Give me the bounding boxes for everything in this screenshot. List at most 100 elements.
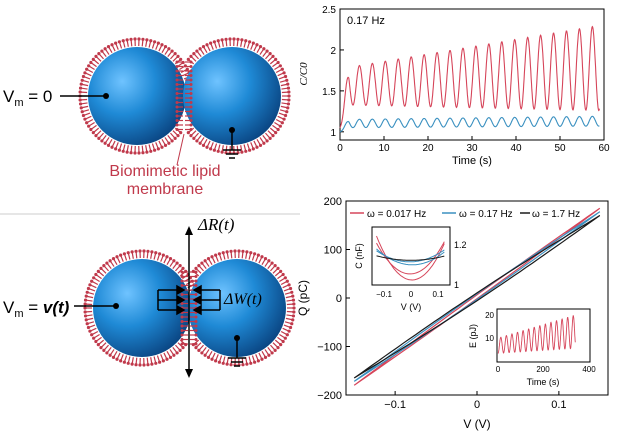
axis-ticks: 0 10 20 30 40 50 60 1 1.5 2 2.5 — [322, 5, 610, 154]
lipid-tail — [86, 314, 93, 317]
y-axis-title: C/C0 — [298, 62, 310, 86]
lipid-head — [172, 353, 176, 357]
lipid-head — [150, 362, 154, 366]
lipid-tail — [166, 351, 171, 357]
lipid-head — [79, 106, 83, 110]
bilayer-head — [189, 87, 193, 91]
lipid-tail — [248, 356, 252, 363]
lipid-tail — [96, 56, 102, 62]
lipid-head — [244, 149, 248, 153]
lipid-head — [163, 45, 168, 49]
lipid-head — [197, 264, 201, 268]
lipid-head — [115, 255, 119, 259]
lipid-tail — [89, 121, 95, 127]
lipid-head — [270, 261, 274, 265]
tick-label: 20 — [485, 311, 494, 320]
x-tick-label: 40 — [510, 143, 522, 154]
lipid-head — [175, 351, 179, 355]
lipid-head — [271, 133, 275, 138]
lipid-head — [106, 143, 111, 147]
lipid-tail — [101, 268, 107, 274]
lipid-head — [220, 150, 224, 154]
bilayer-head — [180, 284, 184, 287]
lipid-head — [268, 52, 272, 56]
lipid-tail — [286, 314, 293, 317]
lipid-head — [292, 306, 296, 310]
lipid-tail — [105, 49, 110, 55]
left-droplet-bottom — [93, 259, 191, 357]
bilayer-head — [175, 60, 179, 64]
lipid-tail — [261, 351, 266, 357]
top-schematic: Vm = 0 Biomimetic lipid membrane — [3, 37, 291, 198]
lipid-tail — [89, 65, 95, 71]
lipid-head — [186, 131, 190, 135]
lipid-head — [85, 290, 89, 294]
lipid-tail — [179, 339, 186, 345]
lipid-tail — [166, 259, 171, 265]
lipid-head — [91, 57, 95, 61]
lipid-head — [115, 357, 119, 361]
lipid-head — [285, 333, 289, 337]
bilayer-head — [189, 69, 193, 73]
lipid-head — [158, 360, 162, 364]
lipid-head — [237, 249, 241, 253]
lipid-head — [283, 113, 288, 118]
bilayer-head — [189, 123, 193, 127]
lipid-tail — [177, 342, 183, 348]
lipid-head — [285, 78, 289, 82]
lipid-tail — [96, 274, 102, 280]
lipid-tail — [225, 145, 228, 152]
lipid-head — [102, 264, 106, 268]
lipid-head — [88, 283, 92, 287]
lipid-tail — [120, 354, 124, 361]
lipid-tail — [255, 354, 259, 361]
bottom-schematic: ΔR(t) ΔW(t) Vm = v(t) — [3, 215, 296, 378]
membrane-label: Biomimetic lipid — [109, 163, 220, 180]
lipid-tail — [206, 45, 211, 52]
lipid-head — [278, 124, 282, 128]
lipid-tail — [84, 76, 91, 80]
lipid-head — [287, 283, 291, 287]
lipid-tail — [282, 284, 289, 289]
lipid-head — [217, 360, 221, 364]
lipid-head — [263, 257, 268, 261]
vm-label: Vm = 0 — [3, 87, 52, 109]
lipid-tail — [158, 140, 163, 147]
lipid-tail — [202, 263, 207, 269]
lipid-tail — [119, 42, 123, 49]
lipid-tail — [89, 324, 96, 328]
lipid-tail — [197, 135, 202, 141]
lipid-tail — [191, 56, 197, 62]
bilayer-head — [194, 315, 198, 319]
lipid-tail — [217, 144, 221, 151]
tick-label: 1 — [454, 280, 459, 290]
lipid-head — [125, 38, 129, 42]
lipid-head — [86, 325, 91, 330]
lipid-tail — [92, 330, 99, 335]
lipid-head — [165, 357, 169, 361]
lipid-tail — [102, 135, 107, 141]
lipid-head — [283, 336, 287, 340]
lipid-head — [206, 257, 211, 261]
bilayer-head — [194, 302, 198, 305]
bilayer-head — [189, 128, 193, 131]
lipid-tail — [90, 284, 97, 289]
lipid-head — [212, 148, 216, 152]
lipid-head — [288, 325, 293, 330]
lipid-tail — [256, 47, 261, 53]
lipid-tail — [99, 53, 104, 60]
lipid-head — [160, 145, 164, 149]
lipid-tail — [243, 41, 247, 48]
lipid-tail — [85, 72, 92, 77]
lipid-tail — [122, 41, 126, 48]
bilayer-head — [175, 65, 179, 68]
lipid-head — [141, 37, 145, 41]
lipid-head — [233, 249, 237, 253]
lipid-head — [181, 345, 185, 350]
tick-label: 0.1 — [432, 290, 444, 299]
lipid-head — [255, 145, 259, 149]
lipid-tail — [241, 252, 244, 259]
lipid-head — [89, 60, 93, 65]
lipid-tail — [135, 252, 138, 259]
lipid-head — [90, 333, 94, 337]
